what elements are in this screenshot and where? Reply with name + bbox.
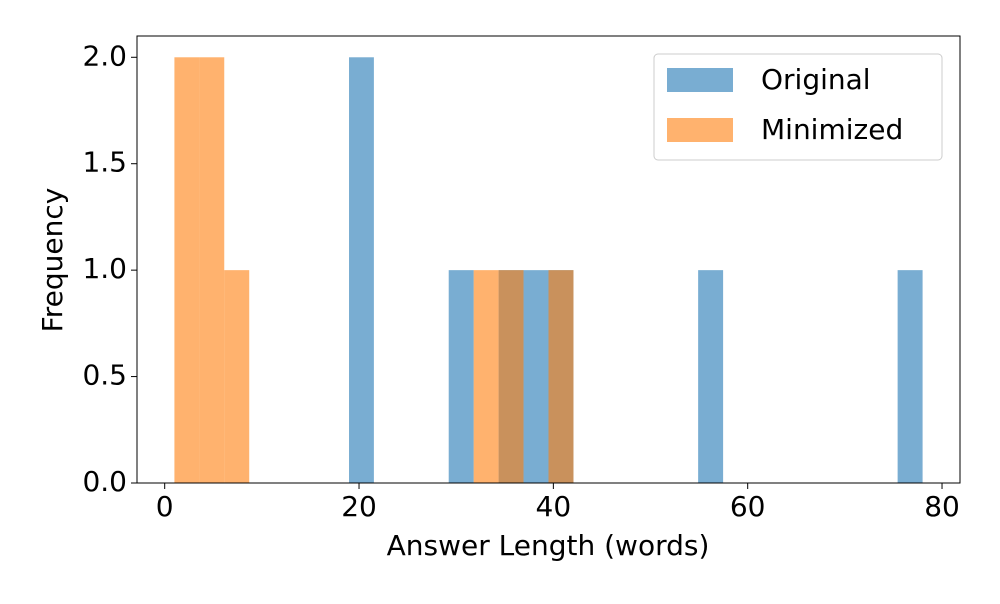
bar xyxy=(349,57,374,484)
legend-label: Original xyxy=(761,63,871,96)
bar xyxy=(174,57,200,484)
x-tick-label: 80 xyxy=(924,490,960,523)
y-tick-label: 1.5 xyxy=(82,146,127,179)
plot-frame xyxy=(136,35,961,484)
y-tick-label: 0.0 xyxy=(82,465,127,498)
legend-swatch xyxy=(667,68,733,92)
legend-label: Minimized xyxy=(761,113,903,146)
x-tick-label: 60 xyxy=(730,490,766,523)
bar xyxy=(897,270,923,483)
x-tick-label: 20 xyxy=(341,490,377,523)
bar xyxy=(448,270,474,483)
x-axis-label: Answer Length (words) xyxy=(387,529,710,562)
y-tick-label: 0.5 xyxy=(82,359,127,392)
legend-swatch xyxy=(667,118,733,142)
y-tick-label: 2.0 xyxy=(82,39,127,72)
bar xyxy=(473,270,499,483)
y-tick-label: 1.0 xyxy=(82,252,127,285)
bar xyxy=(224,270,250,483)
legend: Original Minimized xyxy=(653,53,943,161)
bar xyxy=(199,57,225,484)
bar xyxy=(523,270,549,483)
bar xyxy=(698,270,724,483)
x-tick-label: 0 xyxy=(156,490,174,523)
y-axis-label: Frequency xyxy=(36,188,69,333)
bar xyxy=(548,270,574,483)
bar xyxy=(498,270,524,483)
x-tick-label: 40 xyxy=(536,490,572,523)
